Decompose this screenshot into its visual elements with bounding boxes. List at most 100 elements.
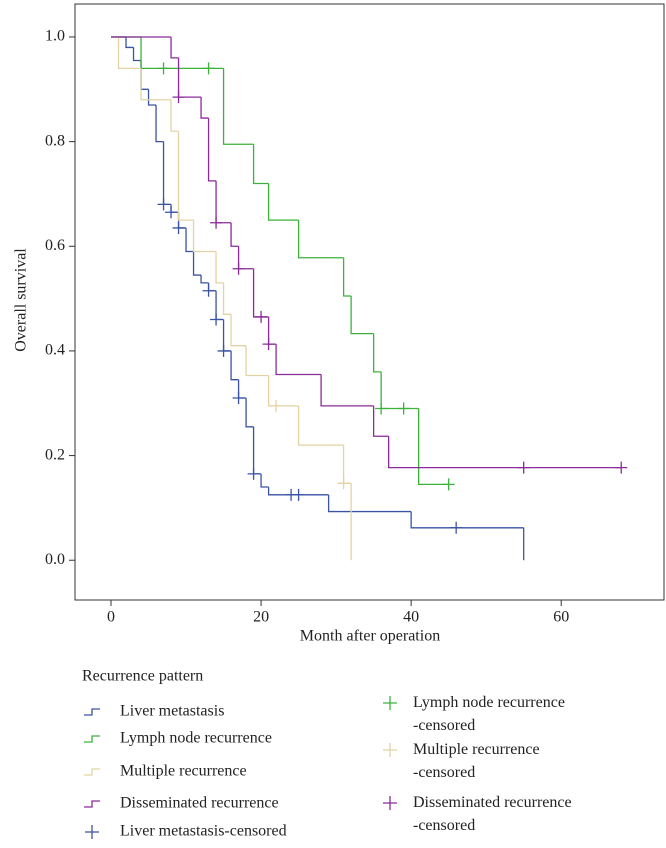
survival-step — [297, 405, 344, 446]
censor-mark — [450, 521, 463, 534]
survival-step — [215, 290, 224, 321]
survival-step — [170, 36, 179, 59]
survival-step — [185, 227, 194, 253]
censor-mark — [210, 216, 223, 229]
survival-step — [267, 316, 277, 345]
survival-step — [297, 220, 344, 259]
censor-mark — [210, 313, 223, 326]
survival-step — [222, 319, 232, 352]
censor-mark — [232, 392, 245, 405]
survival-step — [147, 89, 157, 106]
survival-step — [342, 445, 352, 484]
legend-icon — [84, 735, 100, 743]
censor-mark — [375, 402, 388, 415]
survival-step — [372, 405, 389, 437]
survival-step — [380, 371, 419, 410]
survival-step — [200, 97, 209, 119]
legend-title: Recurrence pattern — [82, 668, 203, 685]
survival-step — [177, 131, 194, 221]
y-tick-label: 0.2 — [45, 446, 65, 463]
censor-mark — [217, 344, 230, 357]
survival-step — [410, 511, 524, 529]
survival-step — [245, 345, 269, 377]
censor-mark — [262, 338, 275, 351]
y-tick-label: 0.6 — [45, 237, 65, 254]
x-tick-label: 40 — [403, 609, 419, 626]
survival-step — [200, 275, 209, 284]
legend-label: Lymph node recurrence -censored — [413, 694, 565, 734]
survival-step — [155, 104, 164, 143]
survival-step — [207, 118, 217, 182]
survival-step — [267, 486, 329, 496]
censor-mark — [157, 62, 170, 75]
legend-label: Disseminated recurrence — [120, 795, 279, 812]
survival-step — [245, 398, 254, 428]
censor-mark — [172, 221, 185, 234]
survival-step — [342, 257, 352, 297]
x-tick-label: 60 — [553, 609, 569, 626]
survival-step — [207, 282, 217, 292]
survival-step — [372, 333, 382, 373]
censor-mark — [247, 467, 260, 480]
survival-step — [267, 375, 299, 407]
y-tick-label: 0.8 — [45, 132, 65, 149]
plot-frame — [74, 3, 665, 601]
survival-step — [320, 374, 374, 407]
survival-step — [230, 314, 247, 347]
censor-mark — [292, 488, 305, 501]
survival-step — [125, 36, 134, 49]
censor-mark — [397, 402, 410, 415]
censor-mark — [172, 91, 185, 104]
survival-step — [162, 141, 172, 206]
censor-mark — [337, 477, 350, 490]
survival-step — [192, 220, 217, 253]
survival-step — [170, 99, 179, 132]
survival-step — [132, 47, 142, 62]
survival-step — [140, 36, 224, 70]
survival-step — [237, 379, 247, 399]
survival-step — [230, 350, 239, 381]
survival-step — [327, 494, 412, 513]
survival-step — [387, 436, 622, 469]
censor-mark — [232, 262, 245, 275]
x-tick-label: 20 — [253, 609, 269, 626]
survival-step — [252, 268, 269, 318]
censor-mark — [202, 284, 215, 297]
legend-label: Liver metastasis-censored — [120, 823, 287, 840]
y-axis-title: Overall survival — [13, 248, 30, 352]
survival-step — [170, 204, 179, 213]
survival-step — [222, 282, 232, 315]
legend-icon — [383, 796, 397, 810]
censor-mark — [270, 399, 283, 412]
survival-step — [275, 344, 322, 376]
legend-icon — [84, 768, 100, 776]
legend-label: Disseminated recurrence -censored — [413, 794, 572, 834]
legend-icon — [84, 708, 100, 716]
y-tick-label: 0.0 — [45, 551, 65, 568]
survival-step — [252, 426, 262, 475]
survival-step — [177, 57, 202, 98]
legend-label: Multiple recurrence -censored — [413, 741, 540, 781]
censor-mark — [442, 478, 455, 491]
survival-step — [192, 251, 202, 276]
censor-mark — [202, 62, 215, 75]
survival-step — [215, 251, 224, 284]
censor-mark — [255, 310, 268, 323]
legend-icon — [383, 743, 397, 757]
censor-mark — [615, 461, 628, 474]
legend-label: Multiple recurrence — [120, 763, 247, 780]
survival-step — [117, 36, 142, 70]
survival-step — [215, 180, 232, 224]
survival-step — [260, 473, 269, 488]
legend-icon — [85, 825, 99, 839]
censor-mark — [165, 206, 178, 219]
survival-step — [252, 144, 269, 185]
x-axis-title: Month after operation — [300, 628, 440, 645]
survival-step — [267, 183, 299, 221]
y-tick-label: 1.0 — [45, 28, 65, 45]
censor-mark — [517, 461, 530, 474]
legend-icon — [84, 800, 100, 808]
survival-step — [230, 222, 239, 247]
survival-step — [350, 295, 374, 335]
